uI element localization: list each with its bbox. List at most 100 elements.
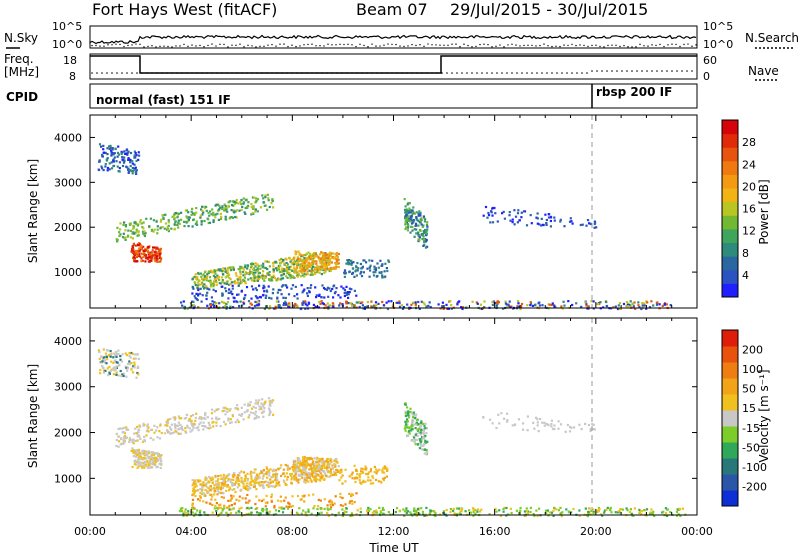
echo-cell (220, 484, 223, 487)
echo-cell (419, 214, 422, 217)
echo-cell (173, 218, 176, 221)
echo-cell (323, 257, 326, 260)
echo-cell (309, 265, 312, 268)
search-dot (595, 44, 597, 46)
echo-cell (304, 476, 307, 479)
echo-cell (219, 488, 222, 491)
echo-cell (319, 475, 322, 478)
echo-cell (274, 478, 277, 481)
echo-cell (226, 483, 229, 487)
echo-cell (201, 486, 204, 489)
echo-cell (407, 211, 410, 214)
echo-cell (153, 228, 156, 231)
echo-cell (121, 353, 124, 356)
echo-cell (141, 457, 144, 460)
echo-cell (322, 465, 325, 468)
echo-cell (233, 472, 236, 475)
echo-cell (160, 431, 163, 435)
echo-cell (596, 509, 599, 512)
echo-cell (207, 211, 210, 214)
echo-cell (335, 252, 338, 255)
echo-cell (404, 414, 407, 418)
echo-cell (117, 445, 120, 448)
echo-cell (362, 259, 365, 262)
echo-cell (345, 511, 348, 514)
echo-cell (381, 276, 384, 279)
echo-cell (256, 263, 259, 266)
echo-cell (345, 285, 348, 288)
echo-cell (102, 169, 105, 172)
echo-cell (123, 437, 126, 440)
search-dot (307, 43, 309, 46)
echo-cell (255, 288, 258, 292)
echo-cell (377, 480, 380, 483)
echo-cell (409, 208, 412, 212)
echo-cell (321, 458, 324, 461)
echo-cell (268, 510, 272, 513)
echo-cell (191, 286, 194, 289)
nave-dot (96, 72, 98, 74)
echo-cell (125, 375, 128, 378)
nave-dot (416, 72, 418, 74)
echo-cell (321, 284, 324, 287)
echo-cell (362, 479, 365, 482)
echo-cell (589, 513, 592, 516)
search-dot (207, 44, 209, 47)
echo-cell (144, 463, 147, 466)
echo-cell (422, 230, 425, 233)
echo-cell (130, 368, 133, 371)
echo-cell (199, 483, 202, 486)
echo-cell (148, 456, 151, 459)
echo-cell (265, 294, 268, 297)
echo-cell (239, 201, 242, 204)
search-dot (435, 44, 437, 46)
search-dot (275, 45, 277, 47)
echo-cell (410, 225, 413, 228)
echo-cell (172, 215, 175, 218)
nave-dot (201, 72, 203, 74)
echo-cell (146, 466, 149, 469)
echo-cell (320, 251, 323, 254)
echo-cell (425, 453, 428, 456)
echo-cell (281, 267, 284, 270)
echo-cell (533, 514, 536, 517)
search-dot (139, 43, 141, 46)
echo-cell (115, 366, 118, 369)
echo-cell (242, 302, 246, 305)
echo-cell (342, 287, 345, 290)
echo-cell (422, 432, 426, 435)
echo-cell (662, 510, 665, 513)
echo-cell (355, 274, 358, 277)
echo-cell (323, 296, 326, 299)
echo-cell (425, 223, 429, 226)
echo-cell (224, 476, 228, 479)
echo-cell (258, 284, 261, 287)
echo-cell (331, 267, 334, 270)
echo-cell (195, 222, 198, 225)
echo-cell (173, 223, 176, 226)
velocity-data (97, 348, 687, 518)
echo-cell (277, 510, 281, 513)
echo-cell (115, 355, 118, 358)
echo-cell (191, 292, 194, 295)
echo-cell (233, 297, 236, 300)
echo-cell (185, 431, 188, 434)
echo-cell (178, 510, 181, 513)
search-dot (171, 46, 173, 48)
echo-cell (387, 260, 391, 263)
echo-cell (307, 263, 310, 266)
echo-cell (354, 480, 357, 484)
echo-cell (218, 275, 221, 279)
echo-cell (368, 266, 371, 269)
colorbar-segment (722, 346, 738, 363)
echo-cell (317, 474, 320, 477)
echo-cell (273, 504, 276, 508)
echo-cell (206, 304, 209, 307)
nave-dot (546, 72, 548, 74)
echo-cell (290, 478, 293, 481)
nave-dot (216, 72, 218, 74)
echo-cell (286, 466, 290, 469)
echo-cell (320, 273, 323, 276)
echo-cell (215, 281, 218, 284)
echo-cell (246, 264, 249, 267)
